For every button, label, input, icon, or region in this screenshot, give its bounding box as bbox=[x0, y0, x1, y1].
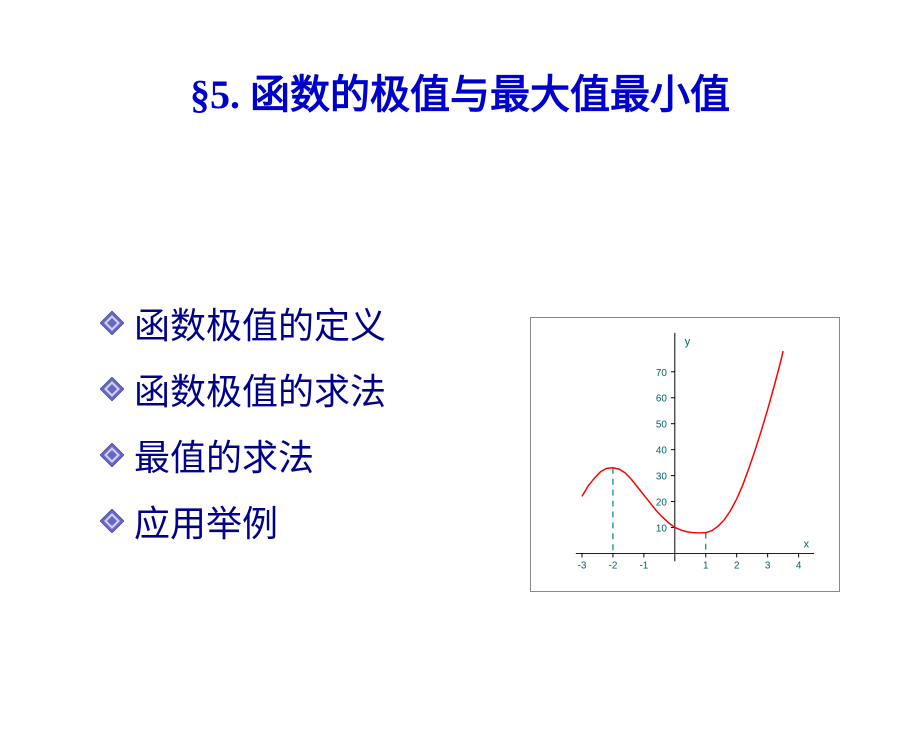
function-chart: -3 -2 -1 1 2 3 4 10 20 30 40 50 60 70 x y bbox=[530, 317, 840, 592]
svg-text:-2: -2 bbox=[609, 560, 618, 571]
bullet-text: 函数极值的求法 bbox=[134, 363, 386, 415]
svg-text:4: 4 bbox=[796, 560, 802, 571]
svg-text:70: 70 bbox=[656, 368, 668, 379]
svg-text:-1: -1 bbox=[639, 560, 648, 571]
svg-text:40: 40 bbox=[656, 446, 668, 457]
svg-text:10: 10 bbox=[656, 523, 668, 534]
svg-text:y: y bbox=[685, 336, 691, 348]
page-title: §5. 函数的极值与最大值最小值 bbox=[0, 62, 920, 120]
bullet-list: 函数极值的定义 函数极值的求法 最值的求法 应用举例 bbox=[100, 297, 386, 561]
list-item: 应用举例 bbox=[100, 495, 386, 547]
svg-text:3: 3 bbox=[765, 560, 771, 571]
svg-text:1: 1 bbox=[703, 560, 709, 571]
bullet-text: 函数极值的定义 bbox=[134, 297, 386, 349]
list-item: 最值的求法 bbox=[100, 429, 386, 481]
diamond-icon bbox=[100, 443, 124, 467]
svg-text:60: 60 bbox=[656, 394, 668, 405]
svg-text:x: x bbox=[804, 538, 810, 550]
svg-text:30: 30 bbox=[656, 472, 668, 483]
diamond-icon bbox=[100, 311, 124, 335]
bullet-text: 最值的求法 bbox=[134, 429, 314, 481]
diamond-icon bbox=[100, 509, 124, 533]
diamond-icon bbox=[100, 377, 124, 401]
bullet-text: 应用举例 bbox=[134, 495, 278, 547]
list-item: 函数极值的求法 bbox=[100, 363, 386, 415]
chart-svg: -3 -2 -1 1 2 3 4 10 20 30 40 50 60 70 x y bbox=[531, 318, 839, 591]
svg-text:20: 20 bbox=[656, 498, 668, 509]
svg-text:2: 2 bbox=[734, 560, 740, 571]
svg-text:50: 50 bbox=[656, 420, 668, 431]
list-item: 函数极值的定义 bbox=[100, 297, 386, 349]
svg-text:-3: -3 bbox=[578, 560, 587, 571]
